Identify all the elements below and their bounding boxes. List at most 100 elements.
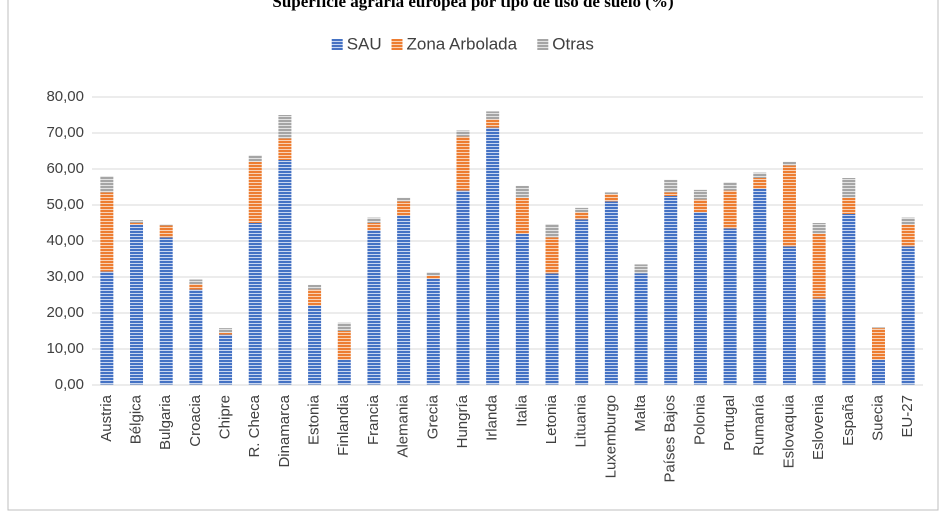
bar-segment: [604, 192, 618, 195]
x-tick-label: R. Checa: [246, 394, 263, 457]
bar-segment: [515, 185, 529, 198]
x-tick-label: Polonia: [691, 394, 708, 445]
bar-segment: [100, 271, 114, 385]
x-tick-label: Eslovenia: [810, 394, 827, 460]
bar-segment: [130, 220, 144, 223]
bar-segment: [664, 179, 678, 193]
legend-label: Zona Arbolada: [407, 34, 518, 53]
x-tick-label: Países Bajos: [662, 395, 679, 483]
bar-segment: [782, 165, 796, 247]
bar-segment: [308, 289, 322, 306]
chart-border: [7, 0, 939, 511]
bar-segment: [130, 224, 144, 385]
x-tick-label: Bulgaria: [157, 394, 174, 450]
bar-segment: [842, 178, 856, 198]
x-tick-label: Malta: [632, 394, 649, 431]
bar-segment: [693, 189, 707, 200]
x-tick-label: Eslovaquia: [780, 394, 797, 468]
bar-segment: [812, 233, 826, 299]
bar-segment: [219, 328, 233, 333]
bar-segment: [664, 192, 678, 196]
bar-segment: [486, 119, 500, 128]
y-tick-label: 60,00: [46, 160, 84, 177]
y-tick-label: 10,00: [46, 340, 84, 357]
bar-segment: [753, 178, 767, 189]
bar-segment: [575, 207, 589, 213]
y-tick-label: 70,00: [46, 124, 84, 141]
y-tick-label: 20,00: [46, 304, 84, 321]
bar-segment: [426, 275, 440, 279]
bar-segment: [575, 212, 589, 220]
x-tick-label: Austria: [98, 394, 115, 441]
bar-segment: [901, 224, 915, 247]
x-tick-label: Alemania: [395, 394, 412, 457]
x-tick-label: Chipre: [217, 395, 234, 439]
bar-segment: [159, 224, 173, 226]
bar-segment: [901, 246, 915, 385]
legend-label: SAU: [347, 34, 382, 53]
bar-segment: [278, 115, 292, 139]
bar-segment: [871, 328, 885, 360]
bar-segment: [278, 160, 292, 385]
bar-segment: [219, 334, 233, 385]
x-tick-label: Suecia: [869, 394, 886, 441]
bar-segment: [397, 201, 411, 216]
chart-title: Superficie agraria europea por tipo de u…: [272, 0, 673, 11]
bar-segment: [723, 228, 737, 385]
y-tick-label: 80,00: [46, 88, 84, 105]
x-tick-label: Finlandia: [335, 394, 352, 456]
y-tick-label: 30,00: [46, 268, 84, 285]
bar-segment: [486, 127, 500, 385]
bar-segment: [337, 331, 351, 360]
bar-segment: [812, 223, 826, 234]
bar-segment: [901, 217, 915, 225]
bar-segment: [545, 237, 559, 274]
x-tick-label: Italia: [513, 394, 530, 426]
bar-segment: [426, 272, 440, 276]
bar-segment: [604, 194, 618, 202]
bar-segment: [486, 111, 500, 120]
bar-segment: [189, 279, 203, 285]
y-tick-label: 50,00: [46, 196, 84, 213]
bar-segment: [634, 264, 648, 274]
bar-segment: [515, 233, 529, 385]
x-tick-label: Bélgica: [127, 394, 144, 444]
bar-segment: [367, 223, 381, 231]
x-tick-label: Francia: [365, 394, 382, 445]
bar-segment: [871, 327, 885, 329]
bar-segment: [100, 192, 114, 272]
bar-segment: [426, 278, 440, 385]
bar-segment: [248, 161, 262, 223]
bar-segment: [664, 196, 678, 385]
bar-segment: [248, 223, 262, 385]
bar-segment: [842, 197, 856, 214]
bar-segment: [575, 219, 589, 385]
bar-segment: [545, 224, 559, 238]
legend-swatch: [537, 39, 549, 50]
bar-segment: [723, 190, 737, 229]
x-tick-label: Dinamarca: [276, 394, 293, 467]
bar-segment: [159, 225, 173, 238]
bar-segment: [456, 136, 470, 191]
bar-segment: [515, 197, 529, 234]
y-tick-label: 0,00: [55, 376, 84, 393]
bar-segment: [337, 322, 351, 331]
x-tick-label: EU-27: [899, 395, 916, 438]
bar-segment: [248, 155, 262, 162]
bar-segment: [693, 212, 707, 385]
x-tick-label: Grecia: [424, 394, 441, 439]
bar-segment: [456, 130, 470, 137]
legend-swatch: [331, 39, 343, 50]
x-tick-label: Portugal: [721, 395, 738, 451]
x-tick-label: Croacia: [187, 394, 204, 446]
legend-swatch: [391, 39, 403, 50]
bar-segment: [367, 230, 381, 385]
legend-label: Otras: [552, 34, 594, 53]
bar-segment: [545, 273, 559, 385]
bar-segment: [842, 214, 856, 385]
x-tick-label: Irlanda: [484, 394, 501, 441]
bar-segment: [871, 359, 885, 385]
bar-segment: [812, 298, 826, 385]
bar-segment: [456, 190, 470, 385]
